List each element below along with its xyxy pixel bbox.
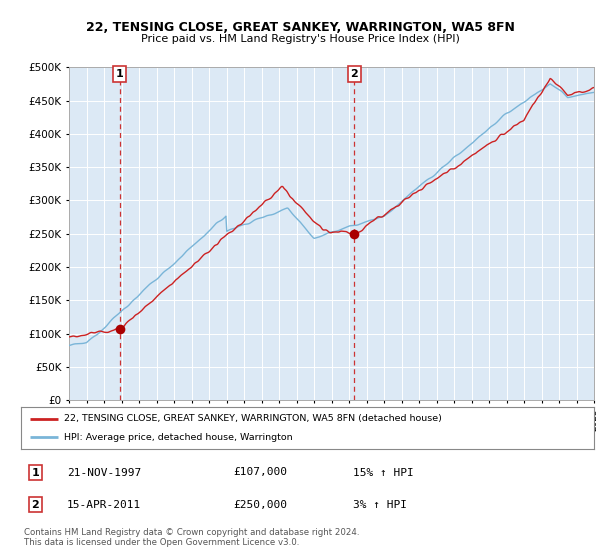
Text: 15-APR-2011: 15-APR-2011 <box>67 500 141 510</box>
Text: 2: 2 <box>350 69 358 79</box>
Text: 2: 2 <box>31 500 39 510</box>
Text: HPI: Average price, detached house, Warrington: HPI: Average price, detached house, Warr… <box>64 433 293 442</box>
Text: 1: 1 <box>31 468 39 478</box>
Text: Price paid vs. HM Land Registry's House Price Index (HPI): Price paid vs. HM Land Registry's House … <box>140 34 460 44</box>
Text: 1: 1 <box>116 69 124 79</box>
Text: £250,000: £250,000 <box>233 500 287 510</box>
Text: £107,000: £107,000 <box>233 468 287 478</box>
Text: 21-NOV-1997: 21-NOV-1997 <box>67 468 141 478</box>
Text: Contains HM Land Registry data © Crown copyright and database right 2024.
This d: Contains HM Land Registry data © Crown c… <box>24 528 359 547</box>
Text: 22, TENSING CLOSE, GREAT SANKEY, WARRINGTON, WA5 8FN (detached house): 22, TENSING CLOSE, GREAT SANKEY, WARRING… <box>64 414 442 423</box>
Text: 3% ↑ HPI: 3% ↑ HPI <box>353 500 407 510</box>
Text: 22, TENSING CLOSE, GREAT SANKEY, WARRINGTON, WA5 8FN: 22, TENSING CLOSE, GREAT SANKEY, WARRING… <box>86 21 514 34</box>
Text: 15% ↑ HPI: 15% ↑ HPI <box>353 468 414 478</box>
